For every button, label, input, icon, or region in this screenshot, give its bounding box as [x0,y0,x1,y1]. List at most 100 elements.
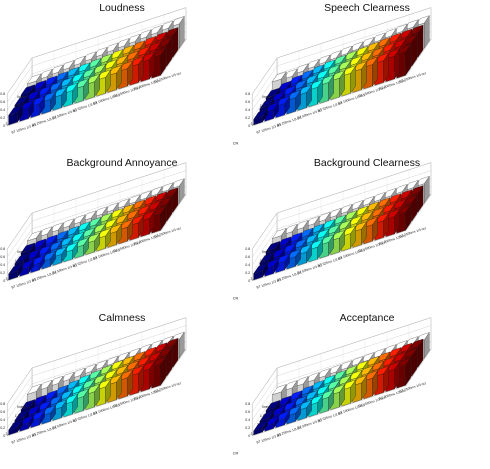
z-tick-label: 0 [3,279,5,283]
row-label: BT 500ms 1/3 oct [52,263,78,275]
gridline [7,65,33,103]
bar-3-1 [253,108,269,126]
bar-3-1 [253,262,269,281]
gridline [252,65,278,103]
z-tick-label: 0.2 [0,426,5,430]
bar-3-3 [30,95,46,118]
depth-tick-label: 3 [250,122,252,126]
z-tick-label: 0.8 [0,247,5,251]
gridline [7,228,33,266]
row-label: BT 625ms 1/3 oct [317,101,343,113]
z-tick-label: 0.2 [245,116,250,120]
bar-3-7 [74,388,90,414]
bar-3-1 [8,104,24,126]
gridline [252,367,278,405]
chart-title: Loudness [99,2,145,14]
bar-3-11 [363,216,379,245]
gridline [31,15,187,67]
row-label: BT 500ms 1/3 oct [297,263,323,275]
bar-3-12 [374,212,390,241]
depth-tick-label: 3 [250,432,252,436]
row-label: BT 250ms 1/3 oct [31,270,57,282]
bar-3-13 [385,208,401,237]
row-label: BT 625ms 1/3 oct [72,101,98,113]
z-tick-label: 0.2 [245,426,250,430]
z-tick-label: 0 [248,124,250,128]
bar-3-2 [264,415,280,432]
z-tick-label: 0 [3,434,5,438]
z-tick-label: 0.4 [0,263,5,267]
depth-tick-label: 2 [12,423,14,427]
row-label: BT 250ms 1/3 oct [31,425,57,437]
gridline [252,57,278,95]
depth-tick-label: linear [17,250,27,254]
gridline [252,375,278,413]
row-label: BT 625ms 1/3 oct [72,411,98,423]
z-tick-label: 0.6 [0,255,5,259]
depth-tick-label: 3 [250,277,252,281]
row-label: BT 250ms 1/3 oct [276,115,302,127]
depth-tick-label: linear [17,405,27,409]
z-tick-label: 0.8 [245,247,250,251]
gridline [276,7,432,59]
chart-title: Background Annoyance [67,157,178,169]
row-label: BT 500ms 1/3 oct [52,108,78,120]
row-label: BT 625ms 1/3 oct [317,411,343,423]
gridline [7,73,33,111]
z-tick-label: 0.4 [245,108,250,112]
depth-tick-label: linear [17,95,27,99]
bar-3-1 [253,420,269,436]
z-tick-label: 0 [248,434,250,438]
gridline [31,7,187,59]
gridline [7,57,33,95]
depth-axis-label: CR [233,296,239,300]
depth-tick-label: 3 [5,432,7,436]
bar-3-4 [41,404,57,425]
z-tick-label: 0.6 [245,255,250,259]
gridline [31,178,187,230]
gridline [252,73,278,111]
chart-title: Background Clearness [314,157,420,169]
depth-tick-label: 3 [5,277,7,281]
depth-tick-label: 1.5 [15,259,20,263]
depth-tick-label: 1.5 [15,414,20,418]
bar-3-4 [286,248,302,270]
row-label: BT 500ms 1/3 oct [297,108,323,120]
bar-3-3 [275,253,291,273]
depth-tick-label: 1.5 [260,104,265,108]
z-tick-label: 0.4 [245,418,250,422]
z-tick-label: 0.8 [245,402,250,406]
z-tick-label: 0.6 [0,100,5,104]
depth-tick-label: linear [262,95,272,99]
gridline [252,212,278,250]
chart-title: Calmness [99,312,146,324]
depth-tick-label: 1.5 [15,104,20,108]
row-label: BT 125ms 1/3 oct [11,433,37,445]
chart-panel-3: Background Annoyance 0 0.2 0.4 0.6 0.8 linear 1… [0,157,187,290]
gridline [7,220,33,258]
chart-panel-2: Speech Clearness 0 0.2 0.4 0.6 0.8 linear 1.5 2 3… [233,2,432,145]
row-label: BT 250ms 1/3 oct [31,115,57,127]
chart-title: Speech Clearness [324,2,410,14]
gridline [276,162,432,214]
z-tick-label: 0.2 [245,271,250,275]
row-label: BT 500ms 1/3 oct [52,418,78,430]
gridline [276,317,432,369]
gridline [7,375,33,413]
depth-axis-label: CR [233,451,239,455]
z-tick-label: 0.4 [0,418,5,422]
depth-tick-label: 1.5 [260,414,265,418]
row-label: BT 500ms 1/3 oct [297,418,323,430]
gridline [7,383,33,421]
row-label: BT 125ms 1/3 oct [256,123,282,135]
z-tick-label: 0.4 [0,108,5,112]
bar-3-13 [140,210,156,237]
z-tick-label: 0.8 [0,92,5,96]
gridline [276,170,432,222]
row-label: BT 125ms 1/3 oct [11,278,37,290]
row-label: BT 125ms 1/3 oct [256,278,282,290]
